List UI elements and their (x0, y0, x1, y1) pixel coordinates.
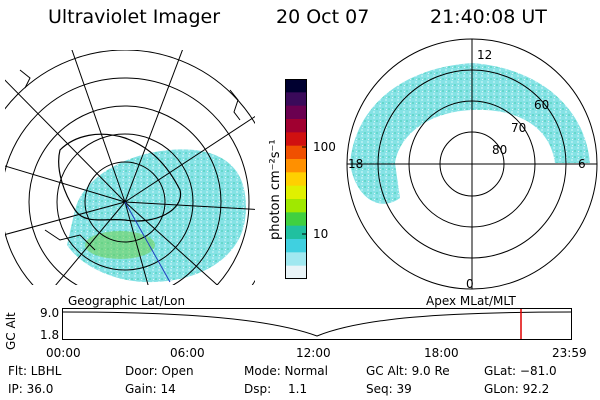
alt-tick-9: 9.0 (40, 306, 60, 320)
colorbar-band (285, 239, 307, 253)
magnetic-image-panel (346, 38, 598, 290)
colorbar-band (285, 185, 307, 200)
mlt-label-18: 18 (348, 157, 364, 171)
colorbar-band (285, 79, 307, 93)
door-info: Door: Open (125, 364, 194, 378)
colorbar-band (285, 172, 307, 187)
colorbar-band (285, 252, 307, 267)
time-tick-2359: 23:59 (552, 346, 587, 360)
auroral-oval (350, 63, 590, 204)
geographic-image-panel (5, 50, 255, 285)
mlat-label-80: 80 (492, 143, 508, 157)
ip-info: IP: 36.0 (8, 382, 54, 396)
mlat-label-70: 70 (511, 121, 527, 135)
gc-alt-info: GC Alt: 9.0 Re (366, 364, 450, 378)
colorbar-band (285, 92, 307, 107)
glat-info: GLat: −81.0 (484, 364, 557, 378)
colorbar-band (285, 119, 307, 133)
colorbar-band (285, 145, 307, 160)
magnetic-panel-label: Apex MLat/MLT (426, 294, 516, 308)
altitude-timeline (61, 308, 573, 340)
seq-info: Seq: 39 (366, 382, 412, 396)
gain-info: Gain: 14 (125, 382, 176, 396)
filter-info: Flt: LBHL (8, 364, 62, 378)
time-tick-1800: 18:00 (424, 346, 459, 360)
colorbar-band (285, 199, 307, 213)
time-tick-0000: 00:00 (46, 346, 81, 360)
mode-info: Mode: Normal (244, 364, 328, 378)
time-tick-1200: 12:00 (296, 346, 331, 360)
colorbar-band (285, 159, 307, 173)
mlt-label-12: 12 (477, 48, 493, 62)
colorbar-band (285, 212, 307, 227)
colorbar-band (285, 105, 307, 120)
date-label: 20 Oct 07 (276, 6, 370, 28)
dsp-value: 1.1 (288, 382, 308, 396)
glon-info: GLon: 92.2 (484, 382, 550, 396)
alt-axis-label: GC Alt (4, 312, 18, 350)
alt-tick-1.8: 1.8 (40, 328, 60, 342)
time-label: 21:40:08 UT (430, 6, 547, 28)
dsp-label: Dsp: (244, 382, 272, 396)
mlt-label-6: 6 (578, 157, 586, 171)
colorbar-tick-100: 100 (313, 140, 336, 154)
time-tick-0600: 06:00 (170, 346, 205, 360)
app-title: Ultraviolet Imager (48, 6, 221, 28)
mlat-label-60: 60 (534, 98, 550, 112)
geographic-panel-label: Geographic Lat/Lon (68, 294, 186, 308)
colorbar (285, 79, 307, 280)
altitude-curve (61, 311, 573, 337)
colorbar-unit-label: photon cm⁻²s⁻¹ (268, 139, 283, 240)
colorbar-tick-10: 10 (313, 227, 329, 241)
colorbar-band (285, 265, 307, 280)
coastline (58, 133, 182, 222)
mlt-label-0: 0 (466, 277, 474, 291)
colorbar-band (285, 225, 307, 240)
colorbar-band (285, 132, 307, 147)
